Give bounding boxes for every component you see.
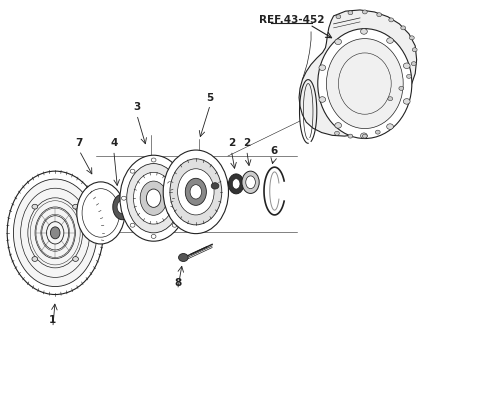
Circle shape (387, 124, 394, 129)
Ellipse shape (242, 171, 259, 193)
Circle shape (179, 254, 188, 261)
Circle shape (362, 134, 367, 138)
Ellipse shape (133, 172, 174, 224)
Circle shape (362, 10, 367, 14)
Text: 3: 3 (133, 102, 141, 113)
Text: REF.43-452: REF.43-452 (259, 15, 324, 25)
Ellipse shape (77, 182, 125, 244)
Circle shape (409, 36, 414, 40)
Ellipse shape (127, 164, 180, 233)
Circle shape (72, 204, 78, 209)
Ellipse shape (185, 178, 206, 205)
Circle shape (360, 133, 367, 139)
Circle shape (151, 234, 156, 238)
Circle shape (335, 131, 339, 135)
Ellipse shape (146, 189, 161, 207)
Text: 8: 8 (174, 277, 181, 288)
Ellipse shape (326, 39, 403, 129)
Ellipse shape (50, 227, 60, 239)
Ellipse shape (190, 185, 202, 199)
Circle shape (401, 26, 406, 30)
Circle shape (348, 11, 353, 15)
Ellipse shape (232, 179, 240, 189)
Circle shape (387, 38, 394, 43)
Circle shape (172, 223, 177, 227)
Ellipse shape (113, 194, 132, 220)
Circle shape (377, 13, 382, 17)
Ellipse shape (246, 176, 255, 189)
Circle shape (211, 183, 219, 189)
Circle shape (130, 223, 135, 227)
Polygon shape (299, 10, 417, 136)
Ellipse shape (163, 150, 228, 234)
Text: 4: 4 (110, 138, 118, 148)
Circle shape (72, 257, 78, 261)
Text: 6: 6 (270, 146, 277, 156)
Ellipse shape (7, 171, 103, 295)
Ellipse shape (318, 29, 412, 139)
Ellipse shape (178, 169, 214, 215)
Circle shape (375, 130, 380, 134)
Ellipse shape (170, 159, 222, 225)
Text: 2: 2 (228, 138, 235, 148)
Ellipse shape (82, 189, 120, 237)
Text: 2: 2 (243, 138, 251, 148)
Circle shape (411, 62, 416, 66)
Ellipse shape (140, 181, 167, 215)
Circle shape (403, 99, 410, 104)
Text: 1: 1 (49, 315, 57, 326)
Circle shape (388, 97, 393, 101)
Circle shape (360, 29, 367, 34)
Circle shape (336, 15, 341, 19)
Circle shape (335, 39, 341, 45)
Circle shape (399, 86, 404, 90)
Circle shape (151, 158, 156, 162)
Circle shape (348, 134, 353, 138)
Ellipse shape (120, 155, 187, 241)
Circle shape (412, 48, 417, 52)
Circle shape (319, 65, 325, 70)
Circle shape (389, 18, 394, 22)
Text: 7: 7 (75, 138, 83, 148)
Ellipse shape (13, 179, 97, 287)
Text: 5: 5 (206, 92, 214, 103)
Circle shape (181, 196, 186, 200)
Circle shape (32, 204, 38, 209)
Circle shape (407, 74, 411, 78)
Circle shape (172, 169, 177, 173)
Circle shape (32, 257, 38, 261)
Circle shape (319, 97, 325, 102)
Circle shape (403, 63, 410, 68)
Circle shape (130, 169, 135, 173)
Ellipse shape (117, 200, 128, 214)
Circle shape (121, 196, 126, 200)
Ellipse shape (228, 174, 244, 194)
Circle shape (335, 123, 341, 128)
